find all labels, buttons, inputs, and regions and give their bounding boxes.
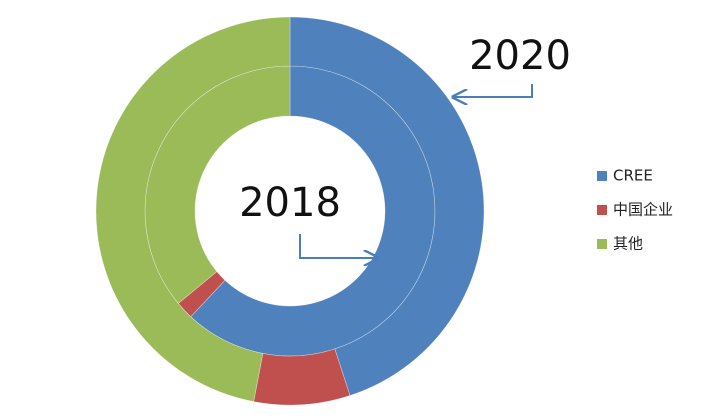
wedge xyxy=(95,16,291,402)
arrow xyxy=(453,84,533,97)
arrow xyxy=(299,234,378,258)
rings xyxy=(95,16,485,406)
legend-label: 其他 xyxy=(613,235,643,253)
wedge xyxy=(253,348,351,406)
legend-label: CREE xyxy=(613,167,653,185)
ring-label-2018: 2018 xyxy=(239,180,341,226)
ring-label-2020: 2020 xyxy=(469,33,571,79)
legend-swatch xyxy=(597,171,607,181)
legend-label: 中国企业 xyxy=(613,201,673,219)
legend-swatch xyxy=(597,239,607,249)
wedge xyxy=(289,16,485,396)
legend-swatch xyxy=(597,205,607,215)
